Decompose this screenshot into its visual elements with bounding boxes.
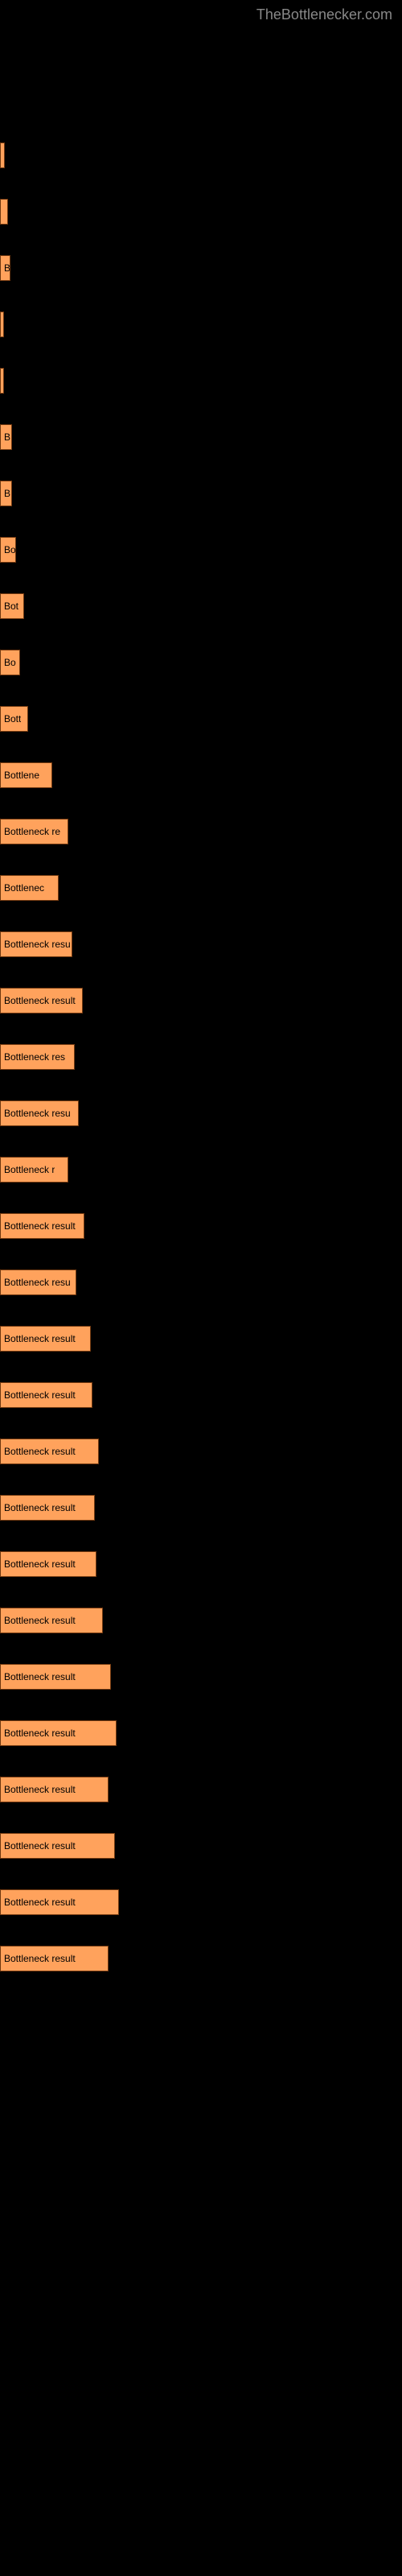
bar: Bottleneck result	[0, 1608, 103, 1633]
bar-row: Bottleneck result	[0, 1664, 402, 1690]
bar: B	[0, 255, 10, 281]
bar-row	[0, 199, 402, 225]
bar: Bottlenec	[0, 875, 59, 901]
bar-label: Bottleneck result	[4, 1897, 76, 1908]
bar-row: Bottleneck result	[0, 1495, 402, 1521]
bar-label: Bottleneck result	[4, 1502, 76, 1513]
bar-label: B	[4, 488, 10, 499]
bar: Bottleneck result	[0, 1326, 91, 1352]
bar-label: Bottleneck resu	[4, 1277, 71, 1288]
bar-label: Bottleneck result	[4, 1558, 76, 1570]
bar: Bottleneck result	[0, 1720, 117, 1746]
bar-row: Bo	[0, 537, 402, 563]
bar: Bo	[0, 650, 20, 675]
bar-label: Bottleneck result	[4, 1671, 76, 1682]
bar-row: Bottleneck resu	[0, 1100, 402, 1126]
bar-row: Bottleneck res	[0, 1044, 402, 1070]
bar: Bottleneck result	[0, 1551, 96, 1577]
bar-row: Bottlene	[0, 762, 402, 788]
bar: Bottleneck result	[0, 1495, 95, 1521]
bar: Bott	[0, 706, 28, 732]
bar-row: Bottleneck r	[0, 1157, 402, 1183]
bar-label: Bottleneck result	[4, 995, 76, 1006]
bar	[0, 199, 8, 225]
bar-row: B	[0, 481, 402, 506]
bar: Bottleneck result	[0, 1777, 109, 1802]
bar-row: Bott	[0, 706, 402, 732]
bar-row: B	[0, 255, 402, 281]
bar-row: Bottleneck resu	[0, 931, 402, 957]
bar-row: Bottleneck result	[0, 1946, 402, 1971]
bar: Bottleneck result	[0, 1664, 111, 1690]
bar-label: Bot	[4, 601, 18, 612]
bar-label: Bottleneck resu	[4, 939, 71, 950]
bar-row: B	[0, 424, 402, 450]
bar-row: Bot	[0, 593, 402, 619]
bar-row: Bottleneck result	[0, 1213, 402, 1239]
bar-label: Bottleneck result	[4, 1840, 76, 1852]
bar: Bot	[0, 593, 24, 619]
bar: B	[0, 424, 12, 450]
bar: Bottleneck result	[0, 1833, 115, 1859]
bar-row: Bottleneck result	[0, 1326, 402, 1352]
bar-label: Bottleneck re	[4, 826, 60, 837]
bar: B	[0, 481, 12, 506]
bar-label: Bottleneck result	[4, 1446, 76, 1457]
bar-label: Bo	[4, 544, 15, 555]
watermark-text: TheBottlenecker.com	[0, 0, 402, 30]
bar: Bottleneck result	[0, 1439, 99, 1464]
bar-row	[0, 312, 402, 337]
bar-row: Bottleneck result	[0, 1382, 402, 1408]
bar-label: Bottleneck res	[4, 1051, 65, 1063]
bar: Bottleneck res	[0, 1044, 75, 1070]
bar: Bottleneck re	[0, 819, 68, 844]
bar: Bottleneck result	[0, 1889, 119, 1915]
bar-row: Bottleneck result	[0, 1439, 402, 1464]
bar-label: Bottleneck result	[4, 1615, 76, 1626]
bar	[0, 142, 5, 168]
bar-label: Bottleneck result	[4, 1953, 76, 1964]
bar-row: Bottleneck result	[0, 1777, 402, 1802]
bar-label: Bottleneck result	[4, 1728, 76, 1739]
bar	[0, 368, 4, 394]
bar: Bottleneck result	[0, 1946, 109, 1971]
bar-label: Bottlene	[4, 770, 39, 781]
bar-label: B	[4, 262, 10, 274]
bar-label: Bo	[4, 657, 16, 668]
bar-label: Bott	[4, 713, 21, 724]
bar-row: Bottleneck result	[0, 1833, 402, 1859]
bar-row: Bottleneck re	[0, 819, 402, 844]
bar-row	[0, 368, 402, 394]
bar-label: B	[4, 431, 10, 443]
bar: Bottleneck resu	[0, 1269, 76, 1295]
bar-label: Bottleneck result	[4, 1389, 76, 1401]
bar: Bo	[0, 537, 16, 563]
bar: Bottleneck result	[0, 1213, 84, 1239]
bar-row: Bottleneck result	[0, 1608, 402, 1633]
bar: Bottleneck result	[0, 988, 83, 1013]
bar: Bottleneck result	[0, 1382, 92, 1408]
bar	[0, 312, 4, 337]
bar-chart: B B B Bo Bot Bo Bott Bottlene Bottleneck re Bottl…	[0, 30, 402, 2018]
bar-label: Bottleneck result	[4, 1784, 76, 1795]
bar-label: Bottlenec	[4, 882, 44, 894]
bar-label: Bottleneck result	[4, 1220, 76, 1232]
bar-row: Bottleneck result	[0, 988, 402, 1013]
bar-row: Bottleneck result	[0, 1720, 402, 1746]
bar-row: Bo	[0, 650, 402, 675]
bar-row	[0, 142, 402, 168]
bar: Bottlene	[0, 762, 52, 788]
bar-label: Bottleneck resu	[4, 1108, 71, 1119]
bar-row: Bottleneck resu	[0, 1269, 402, 1295]
bar: Bottleneck resu	[0, 931, 72, 957]
bar-row: Bottlenec	[0, 875, 402, 901]
bar: Bottleneck r	[0, 1157, 68, 1183]
bar-row: Bottleneck result	[0, 1551, 402, 1577]
bar-label: Bottleneck result	[4, 1333, 76, 1344]
bar: Bottleneck resu	[0, 1100, 79, 1126]
bar-row: Bottleneck result	[0, 1889, 402, 1915]
bar-label: Bottleneck r	[4, 1164, 55, 1175]
